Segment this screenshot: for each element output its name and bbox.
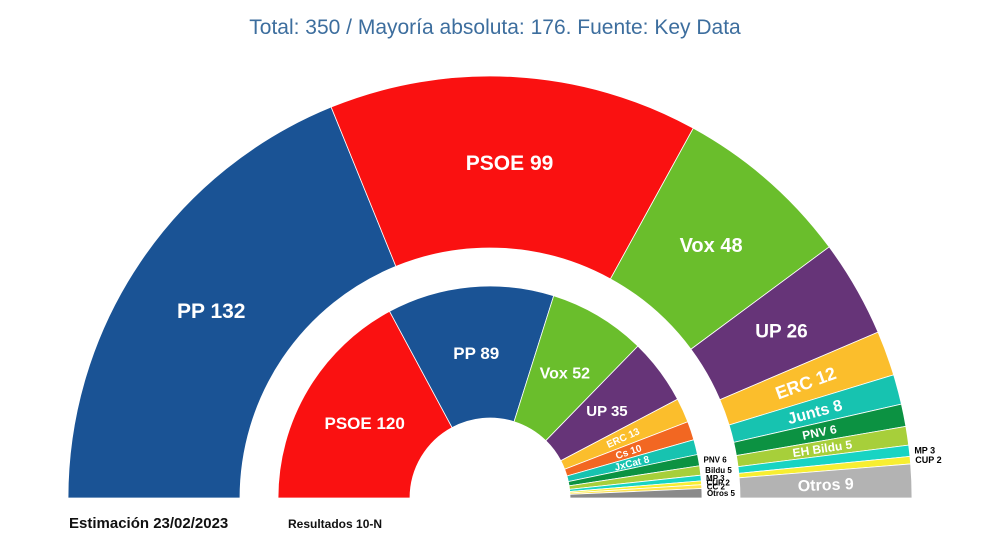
- estimate-seg-psoe: [330, 75, 694, 280]
- estimate-label-psoe: PSOE 99: [466, 152, 554, 175]
- results-seg-psoe: [277, 310, 453, 499]
- estimate-label-pp: PP 132: [177, 300, 246, 323]
- estimate-label-pnv: PNV 6: [801, 422, 838, 443]
- results-label-mp: MP 3: [706, 474, 725, 483]
- chart-title: Total: 350 / Mayoría absoluta: 176. Fuen…: [249, 16, 741, 39]
- estimate-label-vox: Vox 48: [680, 235, 743, 257]
- estimate-label-otros: Otros 9: [797, 476, 854, 495]
- estimate-seg-pp: [67, 106, 397, 499]
- results-seg-otros: [569, 488, 703, 499]
- estimate-label-up: UP 26: [755, 322, 807, 343]
- results-caption: Resultados 10-N: [288, 517, 383, 531]
- results-label-vox: Vox 52: [540, 365, 591, 382]
- results-seg-pp: [388, 285, 555, 429]
- estimate-caption: Estimación 23/02/2023: [69, 515, 229, 532]
- results-label-pnv: PNV 6: [704, 456, 728, 465]
- results-label-psoe: PSOE 120: [325, 414, 405, 433]
- estimate-seg-otros: [738, 463, 913, 499]
- results-label-bildu: Bildu 5: [705, 466, 732, 475]
- estimate-label-mp: MP 3: [914, 445, 935, 455]
- estimate-label-cup: CUP 2: [915, 455, 941, 465]
- results-label-cc: CC 2: [707, 482, 726, 491]
- results-label-up: UP 35: [586, 403, 627, 420]
- results-label-cup: CUP 2: [706, 479, 730, 488]
- estimate-hemicycle: [67, 75, 913, 499]
- results-hemicycle: [277, 285, 703, 499]
- results-label-pp: PP 89: [453, 344, 499, 363]
- results-label-otros: Otros 5: [707, 489, 736, 498]
